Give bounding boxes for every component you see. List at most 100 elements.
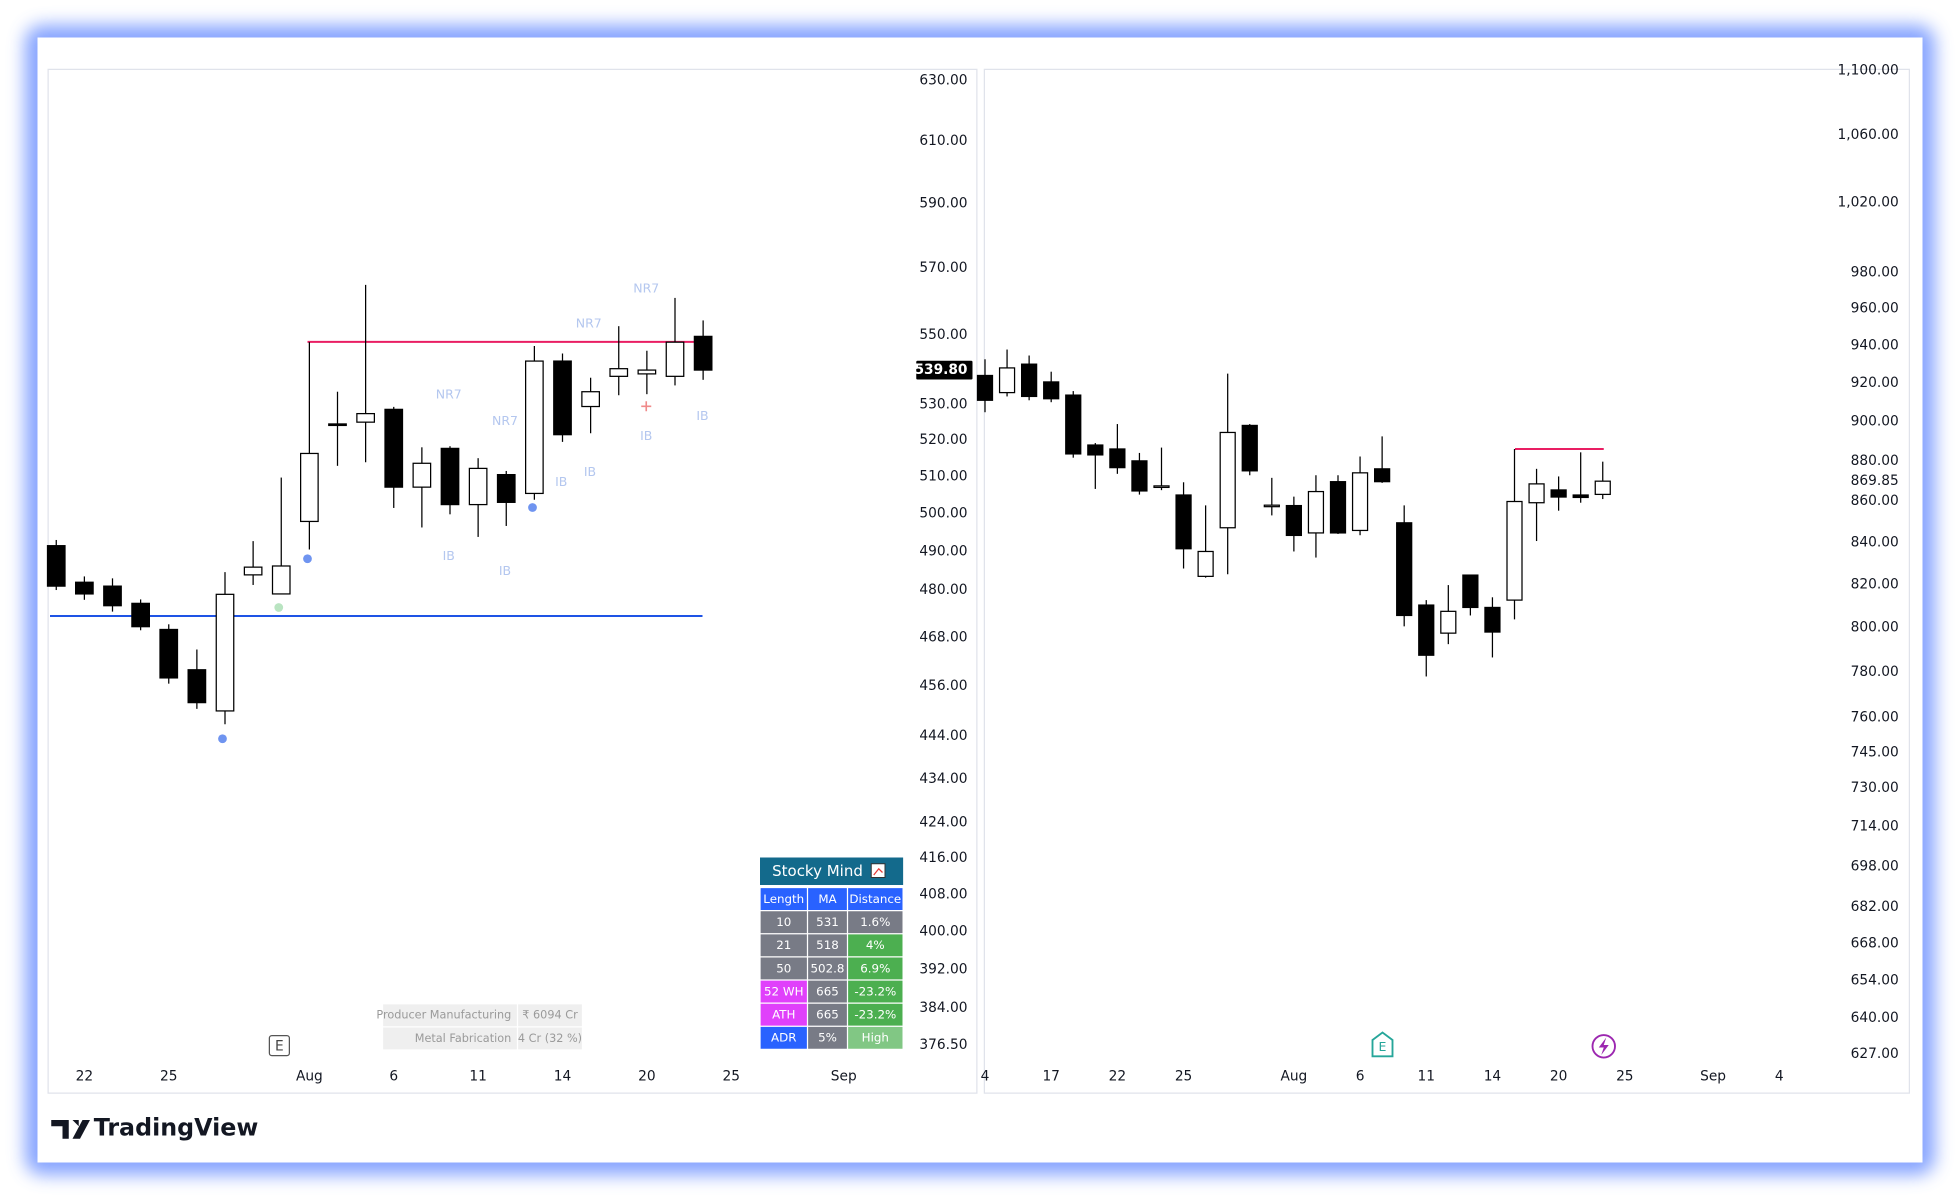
annotation: NR7 bbox=[576, 315, 602, 330]
bolt bbox=[1598, 1037, 1609, 1055]
candle-body bbox=[1329, 481, 1347, 534]
x-tick-label: Aug bbox=[1280, 1068, 1307, 1084]
table-text: High bbox=[862, 1031, 889, 1045]
x-tick-label: 25 bbox=[1175, 1068, 1193, 1084]
candle-body bbox=[1020, 363, 1038, 398]
y-tick-label: 630.00 bbox=[919, 73, 967, 89]
y-tick-label: 376.50 bbox=[919, 1037, 967, 1053]
table-text: 21 bbox=[776, 938, 791, 952]
candle-body bbox=[1263, 504, 1280, 508]
candle-body bbox=[998, 367, 1016, 394]
table-cell bbox=[760, 1003, 807, 1026]
y-tick-label: 424.00 bbox=[919, 814, 967, 830]
candle-body bbox=[215, 593, 235, 712]
y-tick-label: 530.00 bbox=[919, 396, 967, 412]
table-cell bbox=[848, 888, 903, 910]
table-cell bbox=[848, 1003, 903, 1026]
info-cell bbox=[383, 1004, 517, 1027]
right-pane bbox=[983, 68, 1910, 1094]
x-tick-label: 22 bbox=[1109, 1068, 1127, 1084]
y-tick-label: 550.00 bbox=[919, 327, 967, 343]
annotation: NR7 bbox=[633, 280, 659, 295]
candle-body bbox=[1197, 550, 1214, 577]
y-tick-label: 730.00 bbox=[1851, 780, 1899, 796]
y-tick-label: 416.00 bbox=[919, 850, 967, 866]
y-tick-label: 444.00 bbox=[919, 728, 967, 744]
candle-body bbox=[159, 628, 179, 679]
brand-logo[interactable] bbox=[51, 1120, 90, 1139]
candle-body bbox=[637, 369, 657, 375]
candle-body bbox=[1506, 500, 1523, 601]
candle-body bbox=[553, 360, 572, 436]
y-tick-label: 698.00 bbox=[1851, 858, 1899, 874]
table-title: Stocky Mind bbox=[772, 862, 863, 880]
candle-body bbox=[1043, 381, 1060, 400]
x-tick-label: 4 bbox=[981, 1068, 990, 1084]
table-cell bbox=[808, 957, 847, 980]
y-tick-label: 490.00 bbox=[919, 543, 967, 559]
candle-body bbox=[1109, 448, 1126, 469]
table-text: 10 bbox=[776, 915, 791, 929]
annotation: NR7 bbox=[492, 413, 518, 428]
table-text: MA bbox=[818, 892, 837, 906]
x-tick-label: 6 bbox=[389, 1068, 398, 1084]
annotation: NR7 bbox=[436, 387, 462, 402]
candle-body bbox=[384, 408, 404, 488]
candle-body bbox=[693, 335, 713, 371]
y-tick-label: 1,100.00 bbox=[1838, 62, 1899, 78]
event-icon[interactable] bbox=[268, 1035, 290, 1057]
x-tick-label: 17 bbox=[1042, 1068, 1060, 1084]
y-tick-label: 682.00 bbox=[1851, 899, 1899, 915]
candle-body bbox=[46, 545, 66, 587]
table-cell bbox=[808, 1026, 847, 1049]
candle-body bbox=[581, 391, 600, 408]
x-tick-label: 6 bbox=[1356, 1068, 1365, 1084]
table-cell bbox=[808, 1003, 847, 1026]
table-text: -23.2% bbox=[854, 1008, 896, 1022]
signal-dot bbox=[218, 734, 227, 744]
candle-body bbox=[1131, 460, 1148, 492]
table-text: 502.8 bbox=[811, 961, 845, 975]
annotation: IB bbox=[443, 548, 455, 563]
annotation: IB bbox=[555, 474, 567, 489]
candle-body bbox=[300, 452, 319, 523]
x-tick-label: 20 bbox=[638, 1068, 656, 1084]
candle-body bbox=[1285, 504, 1302, 537]
table-text: Distance bbox=[849, 892, 901, 906]
event-icon[interactable] bbox=[1371, 1031, 1394, 1058]
info-text: ₹ 6094 Cr bbox=[522, 1009, 578, 1022]
candle-body bbox=[1418, 604, 1435, 656]
candle-body bbox=[187, 669, 207, 704]
y-tick-label: 384.00 bbox=[919, 1000, 967, 1016]
candle-body bbox=[976, 374, 994, 401]
y-tick-label: 780.00 bbox=[1851, 664, 1899, 680]
candle-body bbox=[1528, 483, 1545, 504]
candle-body bbox=[1572, 494, 1589, 499]
x-tick-label: 14 bbox=[554, 1068, 572, 1084]
signal-dot bbox=[274, 603, 284, 612]
y-tick-label: 610.00 bbox=[919, 133, 967, 149]
table-text: 665 bbox=[816, 1008, 839, 1022]
candle-body bbox=[1175, 494, 1192, 550]
y-tick-label: 570.00 bbox=[919, 260, 967, 276]
candle-body bbox=[1219, 431, 1236, 529]
y-tick-label: 840.00 bbox=[1851, 534, 1899, 550]
y-tick-label: 408.00 bbox=[919, 886, 967, 902]
y-tick-label: 500.00 bbox=[919, 506, 967, 522]
y-tick-label: 900.00 bbox=[1851, 414, 1899, 430]
last-price-label: 539.80 bbox=[914, 362, 967, 378]
table-cell bbox=[760, 980, 807, 1003]
table-text: 5% bbox=[818, 1031, 837, 1045]
x-tick-label: 14 bbox=[1484, 1068, 1502, 1084]
candle-body bbox=[75, 581, 94, 595]
candle-body bbox=[468, 467, 488, 506]
y-tick-label: 860.00 bbox=[1851, 493, 1899, 509]
y-tick-label: 392.00 bbox=[919, 961, 967, 977]
candle-body bbox=[1396, 522, 1413, 617]
x-tick-label: 11 bbox=[1418, 1068, 1436, 1084]
signal-dot bbox=[303, 554, 312, 564]
candle-body bbox=[1241, 424, 1258, 472]
candle-body bbox=[103, 585, 122, 607]
